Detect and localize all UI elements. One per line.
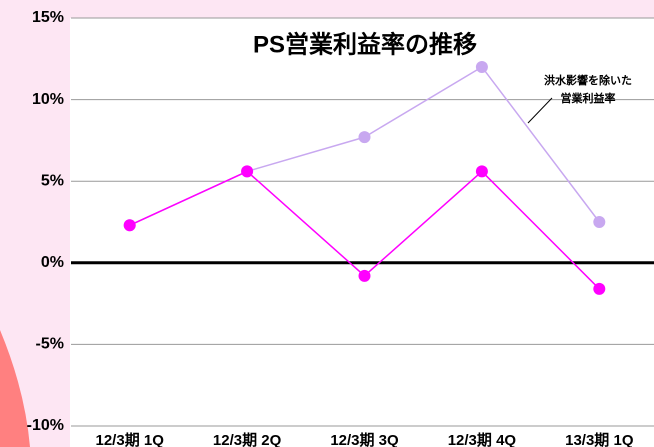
- data-point: [359, 270, 371, 282]
- x-tick-label: 12/3期 3Q: [330, 431, 399, 447]
- y-tick-label: 10%: [32, 91, 64, 108]
- annotation-line: 営業利益率: [561, 91, 616, 105]
- chart: PS営業利益率の推移 -10% -5% 0% 5% 10% 15% 12/3期 1Q 12/3…: [0, 0, 654, 447]
- x-tick-label: 13/3期 1Q: [565, 431, 634, 447]
- x-tick-label: 12/3期 4Q: [448, 431, 517, 447]
- y-tick-label: 5%: [41, 172, 64, 189]
- data-point: [593, 216, 605, 228]
- y-tick-label: -10%: [27, 417, 64, 434]
- y-tick-label: 15%: [32, 9, 64, 26]
- data-point: [124, 219, 136, 231]
- chart-title: PS営業利益率の推移: [253, 30, 477, 58]
- data-point: [359, 131, 371, 143]
- data-point: [476, 61, 488, 73]
- data-point: [241, 165, 253, 177]
- annotation-line: 洪水影響を除いた: [544, 73, 632, 87]
- y-tick-label: -5%: [36, 336, 64, 353]
- y-tick-label: 0%: [41, 254, 64, 271]
- x-tick-label: 12/3期 1Q: [96, 431, 165, 447]
- x-tick-label: 12/3期 2Q: [213, 431, 282, 447]
- data-point: [476, 165, 488, 177]
- data-point: [593, 283, 605, 295]
